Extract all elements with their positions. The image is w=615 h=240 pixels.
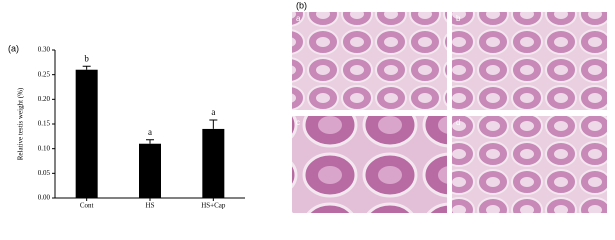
y-tick-label: 0.00 <box>38 194 51 202</box>
figure: (a) (b) Relative testis weight (%) a b c… <box>8 0 607 213</box>
bar <box>139 143 161 198</box>
x-tick-label: Cont <box>80 202 94 210</box>
significance-letter: b <box>84 53 89 63</box>
y-tick-label: 0.30 <box>38 46 51 54</box>
micrograph-label: a <box>296 14 301 23</box>
y-tick-label: 0.05 <box>38 169 51 177</box>
significance-letter: a <box>148 127 152 137</box>
x-tick-label: HS+Cap <box>201 202 226 210</box>
error-bar <box>146 139 154 144</box>
micrograph <box>292 116 447 213</box>
micrograph <box>452 12 607 110</box>
bar <box>75 69 98 198</box>
y-axis-label: Relative testis weight (%) <box>17 87 25 160</box>
panel-label: (b) <box>296 0 307 10</box>
error-bar <box>82 65 91 70</box>
micrograph <box>292 12 447 110</box>
x-tick-label: HS <box>146 202 155 210</box>
micrograph <box>452 116 607 213</box>
y-tick-label: 0.10 <box>38 144 51 152</box>
significance-letter: a <box>211 107 215 117</box>
micrograph-label: d <box>456 118 460 127</box>
panel-label: (a) <box>8 43 19 53</box>
y-tick-label: 0.20 <box>38 95 51 103</box>
error-bar <box>209 119 218 129</box>
micrograph-label: c <box>296 118 300 127</box>
y-tick-label: 0.25 <box>38 70 51 78</box>
bar <box>202 128 225 198</box>
y-tick-label: 0.15 <box>38 120 51 128</box>
micrograph-label: b <box>456 14 461 23</box>
